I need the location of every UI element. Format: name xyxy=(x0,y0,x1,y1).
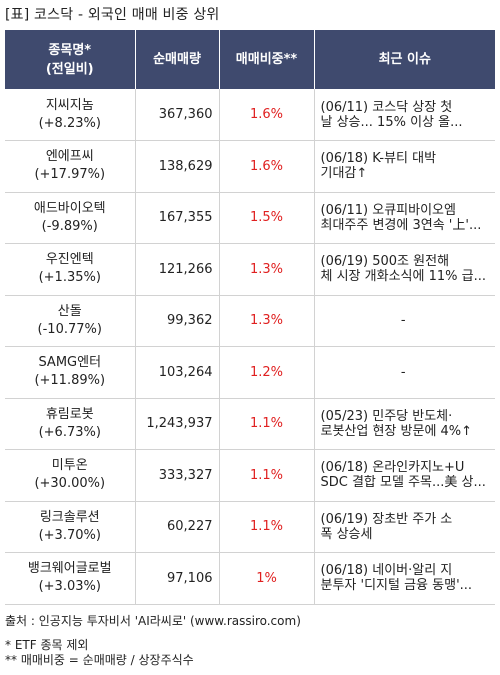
stock-name-cell: 지씨지놈 (+8.23%) xyxy=(5,89,136,141)
issue-text-line: (06/11) 오큐피바이오엠 xyxy=(320,202,456,218)
stock-change: (+3.03%) xyxy=(38,579,101,595)
stock-name: 지씨지놈 xyxy=(45,97,94,113)
table-row: 산돌 (-10.77%) 99,362 1.3% - xyxy=(5,295,495,347)
header-stock-name: 종목명* (전일비) xyxy=(5,30,136,89)
net-volume-cell: 97,106 xyxy=(135,552,220,605)
net-volume-cell: 167,355 xyxy=(135,192,220,244)
stock-name: 우진엔텍 xyxy=(45,252,94,268)
issue-text-line: (06/19) 500조 원전해 xyxy=(320,254,450,270)
stock-change: (+30.00%) xyxy=(34,476,106,492)
issue-text-line: 기대감↑ xyxy=(320,166,368,182)
net-volume-cell: 1,243,937 xyxy=(135,398,220,450)
stock-change: (+17.97%) xyxy=(34,167,106,183)
net-volume-cell: 60,227 xyxy=(135,501,220,553)
stock-name-cell: 미투온 (+30.00%) xyxy=(5,449,136,502)
stock-change: (+6.73%) xyxy=(38,424,101,440)
stock-name: 엔에프씨 xyxy=(45,149,94,165)
recent-issue-cell: (06/18) K-뷰티 대박 기대감↑ xyxy=(314,140,495,193)
stock-name: 미투온 xyxy=(51,458,88,474)
issue-text-line: 분투자 '디지털 금융 동맹'... xyxy=(320,578,473,594)
stock-change: (-10.77%) xyxy=(37,321,102,337)
issue-text-line: (06/18) K-뷰티 대박 xyxy=(320,151,437,167)
header-trade-ratio: 매매비중** xyxy=(219,30,315,89)
stock-name-cell: 우진엔텍 (+1.35%) xyxy=(5,243,136,296)
recent-issue-cell: (05/23) 민주당 반도체· 로봇산업 현장 방문에 4%↑ xyxy=(314,398,495,450)
recent-issue-cell: (06/19) 500조 원전해 체 시장 개화소식에 11% 급... xyxy=(314,243,495,296)
trade-ratio-cell: 1.1% xyxy=(219,449,315,502)
source-note: 출처 : 인공지능 투자비서 'AI라씨로' (www.rassiro.com) xyxy=(5,614,301,628)
recent-issue-cell: - xyxy=(314,346,495,399)
issue-text-line: 날 상승... 15% 이상 올... xyxy=(320,114,463,130)
recent-issue-cell: (06/18) 네이버·알리 지 분투자 '디지털 금융 동맹'... xyxy=(314,552,495,605)
trade-ratio-cell: 1.1% xyxy=(219,501,315,553)
issue-text-line: (05/23) 민주당 반도체· xyxy=(320,408,453,424)
net-volume-cell: 367,360 xyxy=(135,89,220,141)
stock-change: (-9.89%) xyxy=(41,218,98,234)
trade-ratio-cell: 1.6% xyxy=(219,89,315,141)
trade-ratio-cell: 1.6% xyxy=(219,140,315,193)
issue-text-line: (06/11) 코스닥 상장 첫 xyxy=(320,99,453,115)
issue-text-line: (06/19) 장초반 주가 소 xyxy=(320,511,453,527)
stock-name-cell: 휴림로봇 (+6.73%) xyxy=(5,398,136,450)
issue-text-line: (06/18) 네이버·알리 지 xyxy=(320,563,453,579)
etf-exclusion-note: * ETF 종목 제외 xyxy=(5,638,89,652)
table-row: 우진엔텍 (+1.35%) 121,266 1.3% (06/19) 500조 원전해 체… xyxy=(5,243,495,296)
foreign-trading-table: 종목명* (전일비) 순매매량 매매비중** 최근 이슈 지씨지놈 (+8.23%… xyxy=(5,30,495,605)
recent-issue-cell: (06/18) 온라인카지노+U SDC 결합 모델 주목...美 상... xyxy=(314,449,495,502)
stock-name-cell: 뱅크웨어글로벌 (+3.03%) xyxy=(5,552,136,605)
issue-text-line: (06/18) 온라인카지노+U xyxy=(320,460,465,476)
stock-name: 산돌 xyxy=(57,303,82,319)
issue-text-line: - xyxy=(400,364,406,380)
trade-ratio-cell: 1.1% xyxy=(219,398,315,450)
stock-name: 링크솔루션 xyxy=(39,509,100,525)
table-row: 엔에프씨 (+17.97%) 138,629 1.6% (06/18) K-뷰티 대박 기… xyxy=(5,140,495,193)
trade-ratio-cell: 1.3% xyxy=(219,295,315,347)
table-row: 미투온 (+30.00%) 333,327 1.1% (06/18) 온라인카지노+U S… xyxy=(5,449,495,502)
header-net-volume: 순매매량 xyxy=(135,30,220,89)
table-row: 휴림로봇 (+6.73%) 1,243,937 1.1% (05/23) 민주당 반도체… xyxy=(5,398,495,450)
net-volume-cell: 138,629 xyxy=(135,140,220,193)
stock-change: (+1.35%) xyxy=(38,270,101,286)
stock-name: SAMG엔터 xyxy=(38,355,102,371)
issue-text-line: SDC 결합 모델 주목...美 상... xyxy=(320,475,486,491)
stock-name: 휴림로봇 xyxy=(45,406,94,422)
stock-name-cell: 링크솔루션 (+3.70%) xyxy=(5,501,136,553)
issue-text-line: 로봇산업 현장 방문에 4%↑ xyxy=(320,423,473,439)
page-title: [표] 코스닥 - 외국인 매매 비중 상위 xyxy=(5,7,220,23)
trade-ratio-cell: 1% xyxy=(219,552,315,605)
trade-ratio-cell: 1.5% xyxy=(219,192,315,244)
table-header-row: 종목명* (전일비) 순매매량 매매비중** 최근 이슈 xyxy=(5,30,495,89)
stock-name-cell: 엔에프씨 (+17.97%) xyxy=(5,140,136,193)
stock-name: 뱅크웨어글로벌 xyxy=(27,561,112,577)
net-volume-cell: 333,327 xyxy=(135,449,220,502)
trade-ratio-cell: 1.3% xyxy=(219,243,315,296)
net-volume-cell: 121,266 xyxy=(135,243,220,296)
stock-name-cell: SAMG엔터 (+11.89%) xyxy=(5,346,136,399)
recent-issue-cell: (06/11) 오큐피바이오엠 최대주주 변경에 3연속 '上'... xyxy=(314,192,495,244)
stock-change: (+8.23%) xyxy=(38,115,101,131)
table-row: SAMG엔터 (+11.89%) 103,264 1.2% - xyxy=(5,346,495,399)
ratio-definition-note: ** 매매비중 = 순매매량 / 상장주식수 xyxy=(5,653,194,667)
stock-name: 애드바이오텍 xyxy=(33,200,106,216)
stock-name-cell: 산돌 (-10.77%) xyxy=(5,295,136,347)
issue-text-line: 최대주주 변경에 3연속 '上'... xyxy=(320,217,482,233)
stock-change: (+11.89%) xyxy=(34,373,106,389)
issue-text-line: - xyxy=(400,313,406,329)
recent-issue-cell: - xyxy=(314,295,495,347)
issue-text-line: 폭 상승세 xyxy=(320,526,373,542)
header-recent-issue: 최근 이슈 xyxy=(314,30,495,89)
stock-change: (+3.70%) xyxy=(38,527,101,543)
trade-ratio-cell: 1.2% xyxy=(219,346,315,399)
table-row: 애드바이오텍 (-9.89%) 167,355 1.5% (06/11) 오큐피바이오엠… xyxy=(5,192,495,244)
net-volume-cell: 103,264 xyxy=(135,346,220,399)
stock-name-cell: 애드바이오텍 (-9.89%) xyxy=(5,192,136,244)
net-volume-cell: 99,362 xyxy=(135,295,220,347)
issue-text-line: 체 시장 개화소식에 11% 급... xyxy=(320,269,486,285)
